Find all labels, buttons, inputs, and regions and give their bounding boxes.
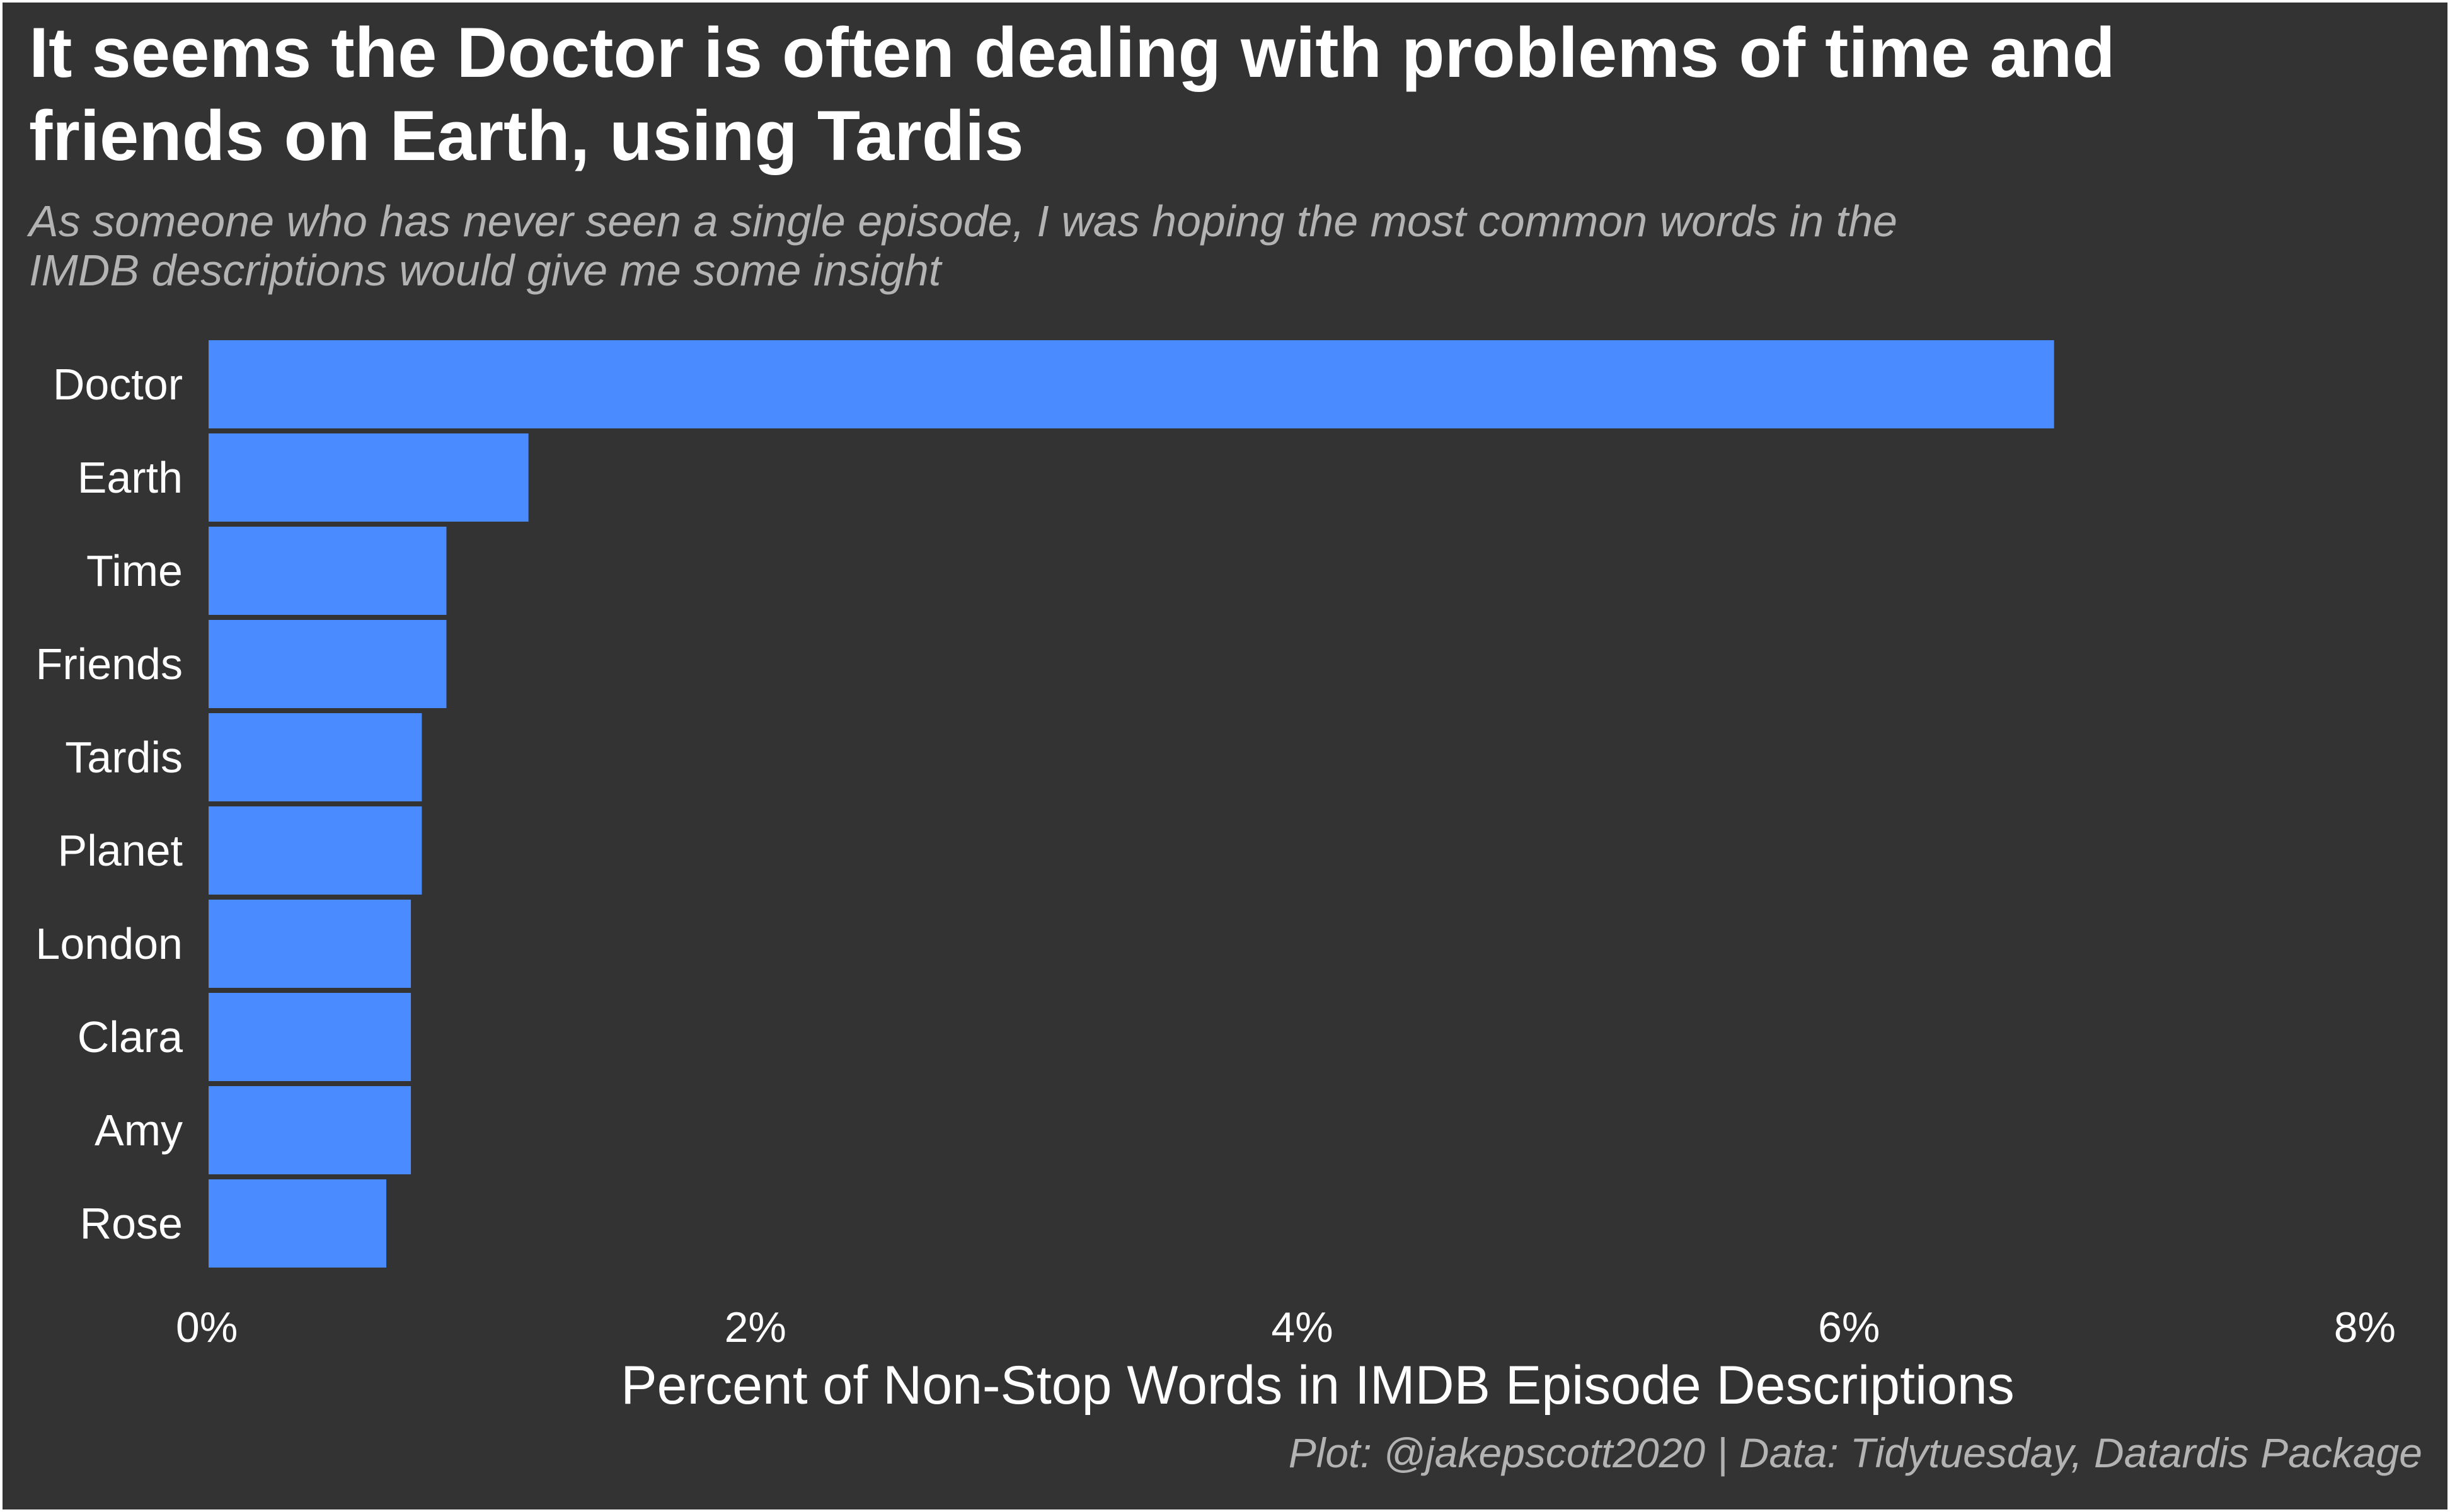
x-tick-label: 2%: [725, 1303, 786, 1351]
bar-clara: [209, 993, 411, 1081]
category-label-clara: Clara: [78, 1012, 183, 1062]
category-label-friends: Friends: [36, 639, 183, 689]
bar-rose: [209, 1179, 387, 1268]
chart-subtitle: As someone who has never seen a single e…: [29, 197, 1897, 295]
bar-planet: [209, 806, 422, 895]
category-label-planet: Planet: [58, 826, 183, 875]
category-label-tardis: Tardis: [65, 733, 183, 782]
x-tick-label: 6%: [1818, 1303, 1880, 1351]
category-label-earth: Earth: [78, 453, 183, 502]
x-tick-labels-group: 0% 2% 4% 6% 8%: [176, 1303, 2396, 1351]
x-tick-label: 4%: [1271, 1303, 1333, 1351]
bar-doctor: [209, 340, 2054, 428]
bar-time: [209, 527, 447, 615]
bar-amy: [209, 1086, 411, 1174]
bar-earth: [209, 433, 529, 522]
category-label-rose: Rose: [80, 1199, 183, 1248]
bar-friends: [209, 620, 447, 708]
category-label-london: London: [35, 919, 183, 968]
bar-london: [209, 900, 411, 988]
x-axis-label: Percent of Non-Stop Words in IMDB Episod…: [621, 1355, 2014, 1416]
category-label-amy: Amy: [95, 1106, 183, 1155]
bars-group: [209, 340, 2054, 1268]
category-label-doctor: Doctor: [53, 360, 183, 409]
category-label-time: Time: [86, 546, 183, 595]
x-tick-label: 8%: [2334, 1303, 2396, 1351]
chart-title: It seems the Doctor is often dealing wit…: [29, 13, 2115, 175]
chart-caption: Plot: @jakepscott2020 | Data: Tidytuesda…: [1288, 1429, 2422, 1476]
bar-tardis: [209, 713, 422, 801]
category-labels-group: Doctor Earth Time Friends Tardis Planet London…: [35, 360, 183, 1248]
x-tick-label: 0%: [176, 1303, 238, 1351]
